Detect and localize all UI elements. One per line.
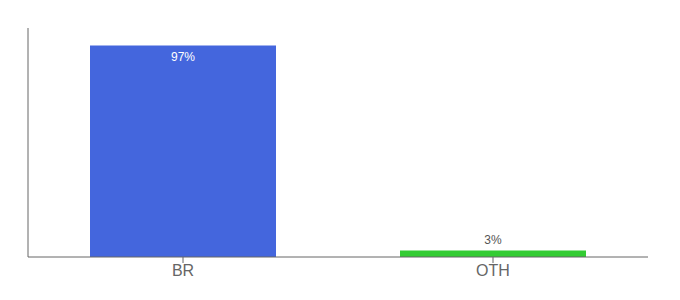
svg-text:97%: 97% bbox=[171, 50, 195, 64]
svg-text:OTH: OTH bbox=[476, 262, 510, 279]
svg-text:BR: BR bbox=[172, 262, 194, 279]
svg-text:3%: 3% bbox=[484, 233, 502, 247]
